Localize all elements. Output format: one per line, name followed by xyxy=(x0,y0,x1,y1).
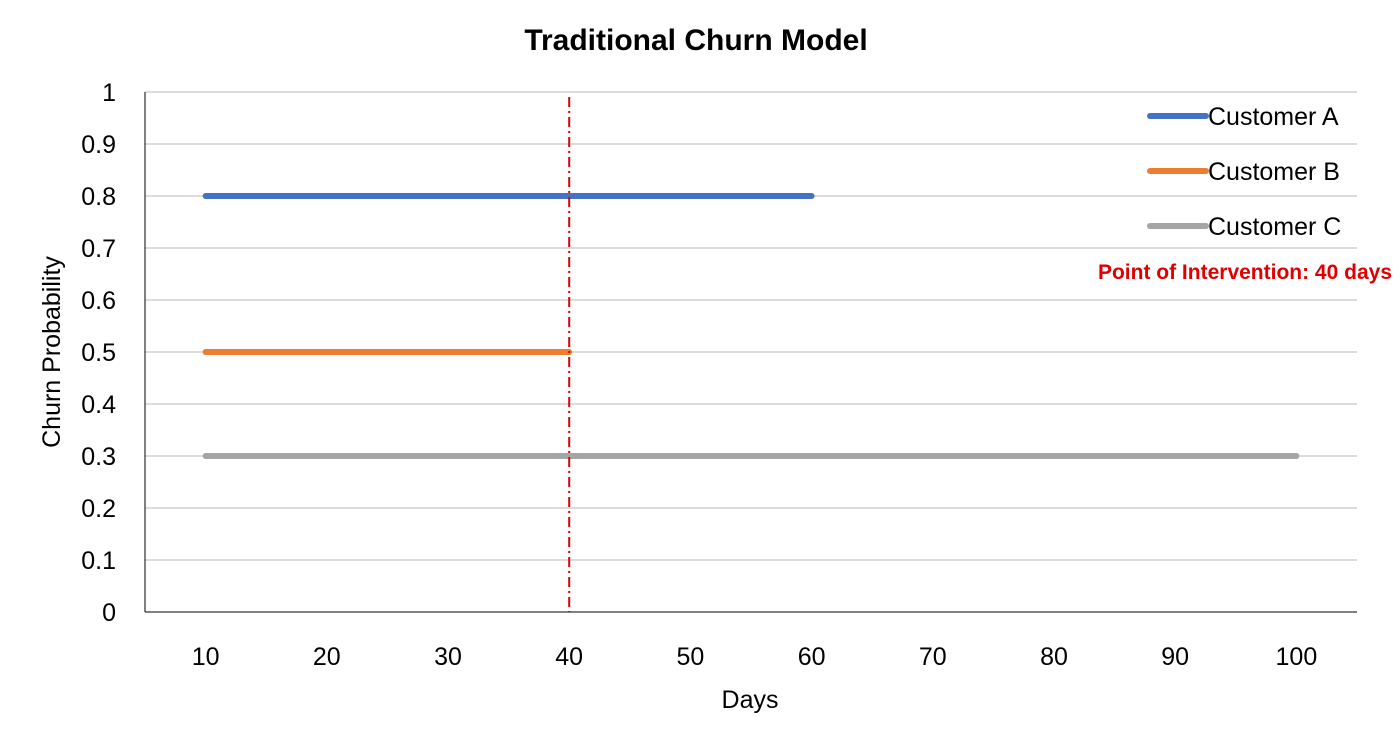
x-tick-labels: 10 20 30 40 50 60 70 80 90 100 xyxy=(192,643,1318,671)
y-tick-label: 0.6 xyxy=(81,287,116,315)
gridlines xyxy=(145,91,1357,561)
y-tick-label: 0.8 xyxy=(81,183,116,211)
x-tick-label: 20 xyxy=(313,643,341,671)
x-tick-label: 100 xyxy=(1276,643,1318,671)
intervention-annotation: Point of Intervention: 40 days xyxy=(1098,261,1392,284)
axes xyxy=(144,92,1357,613)
chart-title: Traditional Churn Model xyxy=(524,24,867,57)
y-tick-label: 0.9 xyxy=(81,131,116,159)
y-tick-label: 0.4 xyxy=(81,391,116,419)
x-tick-label: 60 xyxy=(798,643,826,671)
x-tick-label: 80 xyxy=(1040,643,1068,671)
y-tick-label: 0.5 xyxy=(81,339,116,367)
x-tick-label: 90 xyxy=(1161,643,1189,671)
x-tick-label: 10 xyxy=(192,643,220,671)
y-tick-label: 0.2 xyxy=(81,495,116,523)
legend-label-customer-a: Customer A xyxy=(1208,103,1339,131)
y-tick-label: 1 xyxy=(102,79,116,107)
x-tick-label: 70 xyxy=(919,643,947,671)
y-tick-label: 0.7 xyxy=(81,235,116,263)
y-tick-label: 0 xyxy=(102,599,116,627)
x-tick-label: 30 xyxy=(434,643,462,671)
x-tick-label: 40 xyxy=(555,643,583,671)
y-axis-label: Churn Probability xyxy=(38,256,66,448)
legend-label-customer-b: Customer B xyxy=(1208,158,1340,186)
y-tick-label: 0.3 xyxy=(81,443,116,471)
legend-label-customer-c: Customer C xyxy=(1208,213,1341,241)
y-tick-label: 0.1 xyxy=(81,547,116,575)
x-tick-label: 50 xyxy=(676,643,704,671)
x-axis-label: Days xyxy=(722,686,779,714)
legend: Customer A Customer B Customer C xyxy=(1147,103,1341,241)
y-tick-labels: 0 0.1 0.2 0.3 0.4 0.5 0.6 0.7 0.8 0.9 1 xyxy=(81,79,116,627)
data-series xyxy=(202,193,1300,459)
